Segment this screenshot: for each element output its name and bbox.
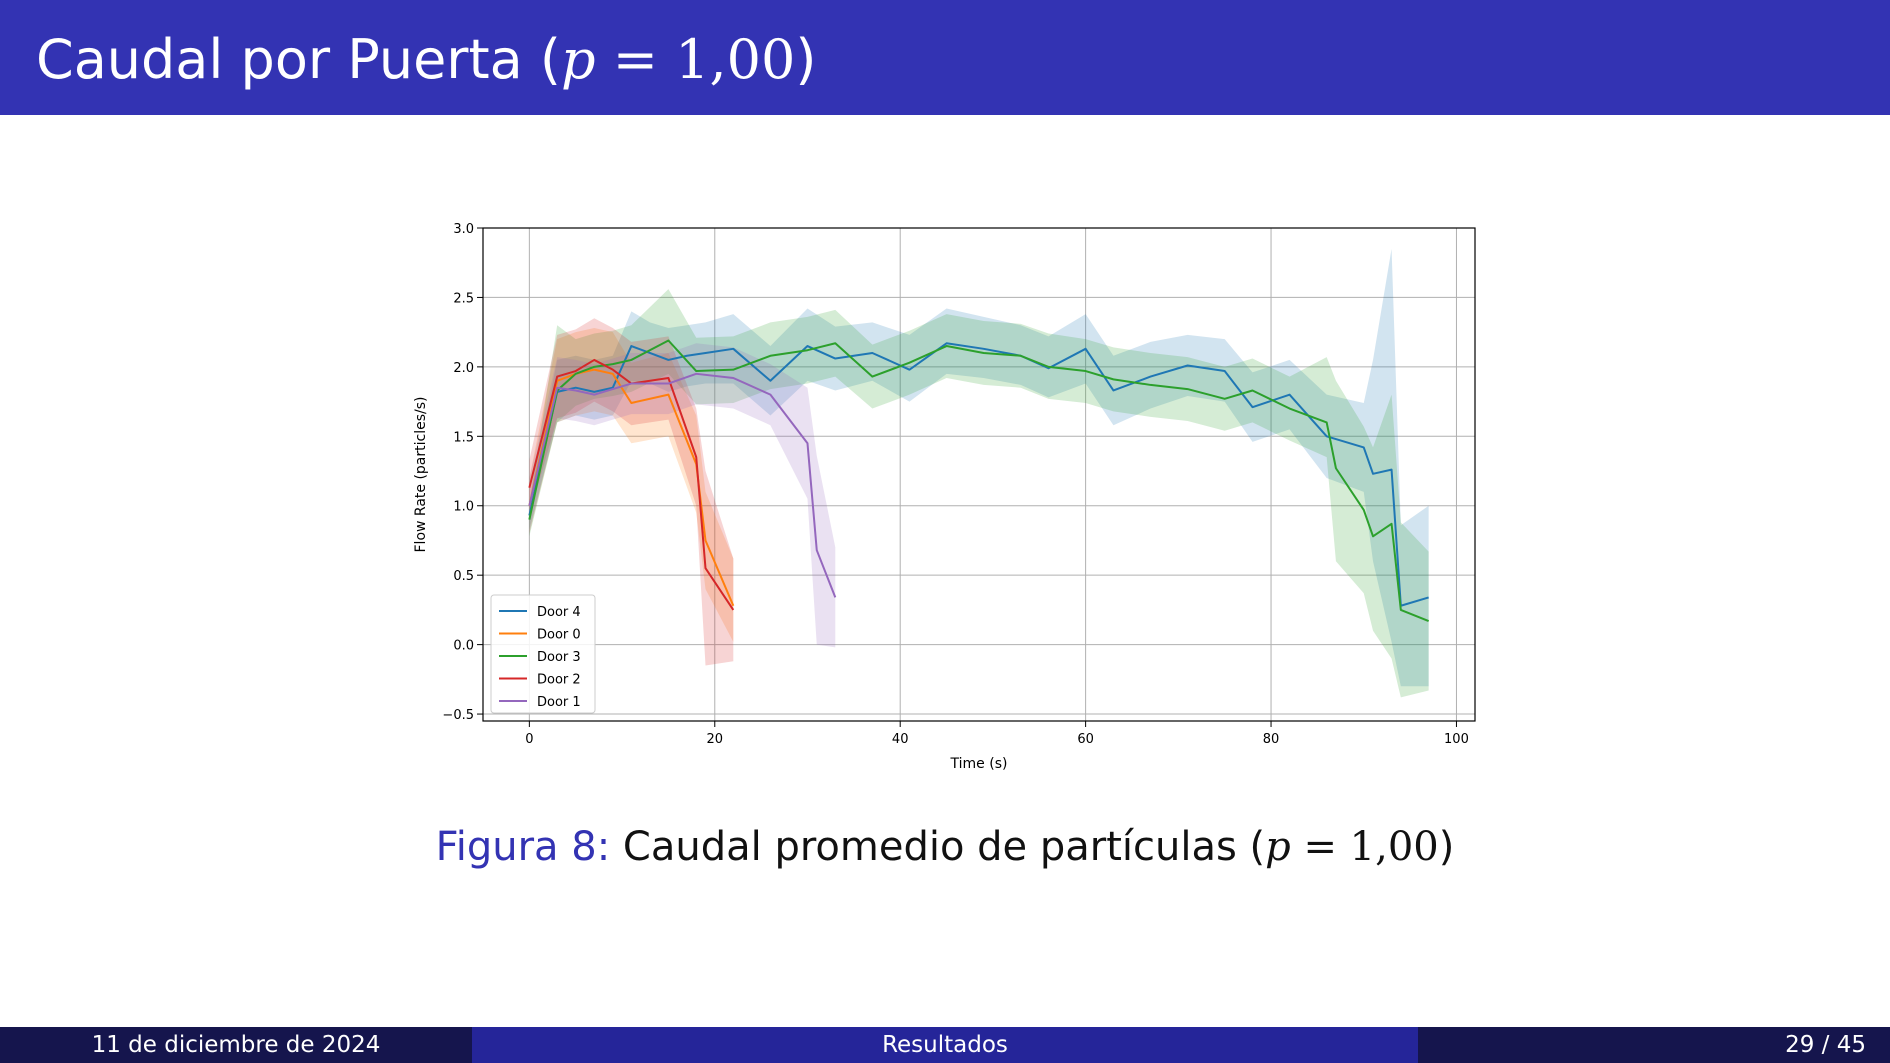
y-tick-label: 1.0: [453, 500, 474, 515]
band-door-3: [529, 289, 1429, 698]
band-door-2: [529, 318, 734, 666]
y-tick-label: 0.0: [453, 639, 474, 654]
x-tick-label: 0: [525, 732, 533, 747]
legend-label: Door 3: [537, 650, 581, 665]
footer-section: Resultados: [472, 1027, 1418, 1063]
legend: Door 4 Door 0 Door 3 Door 2 Door 1: [490, 594, 596, 714]
y-tick-label: 3.0: [453, 222, 474, 237]
y-tick-label: 2.0: [453, 361, 474, 376]
line-layer: [528, 339, 1430, 622]
x-tick-label: 100: [1444, 732, 1469, 747]
header-bar: Caudal por Puerta (p = 1,00): [0, 0, 1890, 115]
y-tick-label: −0.5: [442, 708, 474, 723]
caption-label: Figura 8:: [435, 824, 611, 870]
flow-rate-chart: 0 20 40 60 80 100 −0.5 0.0 0.5 1.0 1.5 2.0 2.5 3.0 Ti…: [413, 222, 1476, 772]
x-tick-label: 80: [1263, 732, 1280, 747]
x-tick-label: 20: [707, 732, 724, 747]
line-door-4: [528, 342, 1429, 607]
legend-label: Door 4: [537, 605, 581, 620]
tick-layer: 0 20 40 60 80 100 −0.5 0.0 0.5 1.0 1.5 2.0 2.5 3.0: [442, 222, 1468, 747]
x-axis-label: Time (s): [950, 756, 1008, 772]
y-tick-label: 1.5: [453, 430, 474, 445]
line-door-2: [528, 358, 735, 611]
footer-bar: 11 de diciembre de 2024 Resultados 29 / …: [0, 1027, 1890, 1063]
line-door-3: [528, 339, 1430, 622]
legend-label: Door 1: [537, 695, 581, 710]
y-axis-label: Flow Rate (particles/s): [413, 397, 429, 553]
x-tick-label: 40: [892, 732, 909, 747]
legend-label: Door 0: [537, 628, 581, 643]
band-layer: [529, 248, 1429, 698]
line-door-1: [528, 372, 837, 598]
legend-box: [490, 594, 596, 714]
footer-page-number: 29 / 45: [1418, 1027, 1890, 1063]
page-title: Caudal por Puerta (p = 1,00): [36, 28, 817, 91]
y-tick-label: 2.5: [453, 291, 474, 306]
x-tick-label: 60: [1077, 732, 1094, 747]
band-door-1: [529, 343, 836, 648]
band-door-4: [529, 248, 1429, 687]
y-tick-label: 0.5: [453, 569, 474, 584]
plot-frame: [482, 227, 1476, 722]
figure-caption: Figura 8: Caudal promedio de partículas …: [435, 824, 1455, 870]
footer-date: 11 de diciembre de 2024: [0, 1027, 472, 1063]
legend-label: Door 2: [537, 673, 581, 688]
band-door-0: [529, 327, 734, 642]
